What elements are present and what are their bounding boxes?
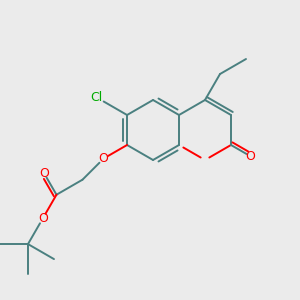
Text: Cl: Cl: [91, 91, 103, 104]
Text: O: O: [245, 149, 255, 163]
Text: O: O: [38, 212, 48, 225]
Text: O: O: [39, 167, 49, 180]
Text: O: O: [99, 152, 109, 165]
